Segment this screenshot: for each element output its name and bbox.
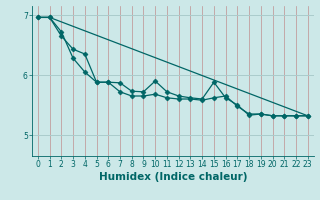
X-axis label: Humidex (Indice chaleur): Humidex (Indice chaleur) [99,172,247,182]
